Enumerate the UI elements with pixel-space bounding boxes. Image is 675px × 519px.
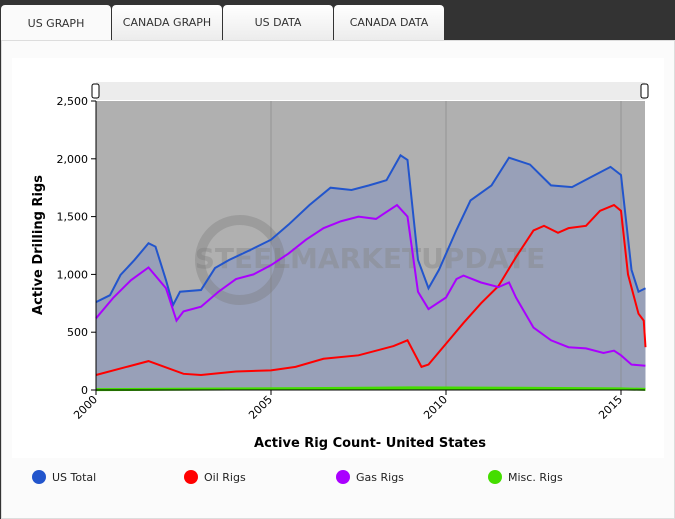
us-total-area bbox=[96, 155, 646, 390]
legend-dot-icon bbox=[184, 470, 198, 484]
legend: US Total Oil Rigs Gas Rigs Misc. Rigs bbox=[0, 470, 675, 490]
tab-canada-graph[interactable]: CANADA GRAPH bbox=[112, 5, 222, 40]
tab-canada-data[interactable]: CANADA DATA bbox=[334, 5, 444, 40]
legend-item[interactable]: US Total bbox=[32, 470, 96, 484]
legend-dot-icon bbox=[32, 470, 46, 484]
tab-us-graph[interactable]: US GRAPH bbox=[1, 5, 111, 41]
tab-us-data[interactable]: US DATA bbox=[223, 5, 333, 40]
legend-label: Gas Rigs bbox=[356, 470, 404, 484]
series-line-misc-rigs bbox=[95, 386, 646, 392]
y-tick-label: 1,000 bbox=[57, 268, 89, 281]
x-axis-title: Active Rig Count- United States bbox=[254, 436, 486, 451]
y-tick-label: 500 bbox=[67, 326, 88, 339]
series-line-us-total bbox=[95, 153, 646, 308]
legend-label: US Total bbox=[52, 470, 97, 484]
legend-item[interactable]: Oil Rigs bbox=[184, 470, 246, 484]
y-tick-label: 0 bbox=[81, 384, 88, 397]
series-line-oil-rigs bbox=[95, 203, 647, 376]
legend-dot-icon bbox=[488, 470, 502, 484]
series-line-gas-rigs bbox=[95, 203, 646, 367]
range-navigator bbox=[96, 82, 645, 100]
range-handle-left[interactable] bbox=[91, 83, 100, 99]
legend-item[interactable]: Misc. Rigs bbox=[488, 470, 563, 484]
legend-dot-icon bbox=[336, 470, 350, 484]
legend-label: Misc. Rigs bbox=[508, 470, 563, 484]
watermark-logo: STEELMARKETUPDATE bbox=[195, 242, 546, 275]
y-tick-label: 1,500 bbox=[57, 211, 89, 224]
legend-item[interactable]: Gas Rigs bbox=[336, 470, 404, 484]
y-axis-title: Active Drilling Rigs bbox=[31, 175, 46, 315]
legend-label: Oil Rigs bbox=[204, 470, 246, 484]
tab-bar: US GRAPH CANADA GRAPH US DATA CANADA DAT… bbox=[1, 5, 445, 41]
range-handle-right[interactable] bbox=[640, 83, 649, 99]
y-tick-label: 2,000 bbox=[57, 153, 89, 166]
y-tick-label: 2,500 bbox=[57, 95, 89, 108]
